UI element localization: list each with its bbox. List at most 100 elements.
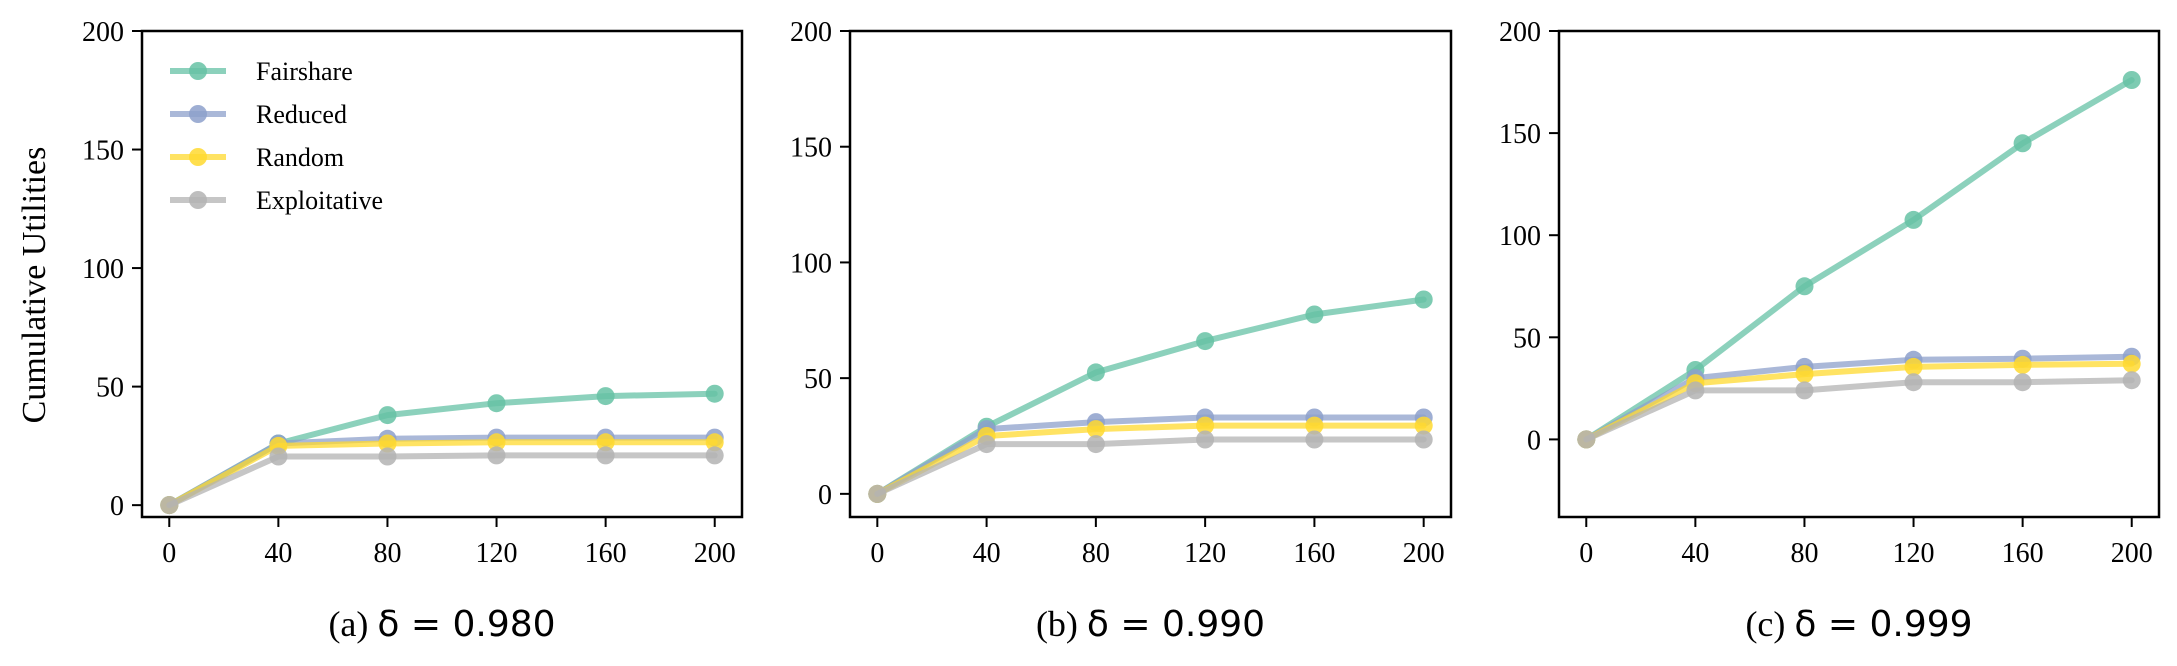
caption-math: δ = 0.999: [1794, 604, 1972, 645]
legend-label: Reduced: [256, 100, 347, 129]
y-tick-label: 200: [82, 17, 124, 48]
y-tick-label: 150: [1499, 119, 1541, 150]
subplot-caption: (c) δ = 0.999: [1745, 604, 1972, 645]
plot-frame: [848, 29, 1453, 519]
x-tick-label: 200: [694, 538, 736, 569]
series-fairshare: [160, 384, 724, 515]
series-fairshare: [868, 290, 1433, 503]
series-exploitative: [1577, 371, 2141, 449]
x-tick-label: 120: [476, 538, 518, 569]
data-point: [1305, 416, 1324, 435]
y-tick-label: 150: [82, 136, 124, 167]
series-random: [1577, 354, 2141, 449]
series-exploitative: [160, 446, 724, 515]
data-point: [596, 387, 615, 406]
legend-label: Random: [256, 143, 344, 172]
data-point: [1086, 420, 1105, 439]
x-tick-label: 40: [1681, 538, 1709, 569]
data-point: [269, 447, 288, 466]
data-point: [1904, 357, 1923, 376]
x-tick-label: 80: [1790, 538, 1818, 569]
data-point: [1196, 430, 1215, 449]
data-point: [1795, 365, 1814, 384]
data-point: [2013, 373, 2032, 392]
data-point: [1795, 381, 1814, 400]
data-point: [2013, 134, 2032, 153]
data-point: [378, 447, 397, 466]
data-point: [378, 406, 397, 425]
subplot-caption: (a) δ = 0.980: [328, 604, 555, 645]
data-point: [705, 384, 724, 403]
y-tick-label: 200: [790, 17, 832, 48]
x-tick-label: 160: [2002, 538, 2044, 569]
legend-label: Fairshare: [256, 57, 353, 86]
y-axis-label: Cumulative Utilities: [16, 147, 53, 424]
legend-marker: [189, 148, 207, 166]
data-point: [1305, 305, 1324, 324]
series-line-reduced: [1583, 353, 2135, 443]
caption-math: δ = 0.990: [1087, 604, 1265, 645]
plot-frame: [1557, 29, 2161, 519]
data-point: [977, 435, 996, 454]
series-line-random: [166, 439, 718, 509]
y-tick-label: 50: [804, 364, 832, 395]
y-tick-label: 150: [790, 133, 832, 164]
data-point: [596, 446, 615, 465]
data-point: [1196, 332, 1215, 351]
data-point: [1904, 210, 1923, 229]
legend-marker: [189, 62, 207, 80]
data-point: [1305, 430, 1324, 449]
chart-panel-3: 0 40 80 120 160 200 0 50 100 150 200 (c) δ = 0.999: [1499, 17, 2161, 645]
data-point: [487, 433, 506, 452]
x-tick-label: 120: [1184, 538, 1226, 569]
caption-prefix: (c): [1745, 604, 1794, 644]
series-line-exploitative: [1583, 377, 2135, 443]
data-point: [2122, 354, 2141, 373]
caption-prefix: (a): [328, 604, 377, 644]
y-tick-label: 0: [818, 480, 832, 511]
data-point: [487, 446, 506, 465]
data-point: [1414, 290, 1433, 309]
x-tick-label: 80: [1082, 538, 1110, 569]
x-tick-label: 0: [870, 538, 884, 569]
data-point: [1795, 277, 1814, 296]
x-tick-label: 200: [2111, 538, 2153, 569]
data-point: [596, 433, 615, 452]
y-tick-label: 200: [1499, 17, 1541, 48]
y-tick-label: 0: [110, 491, 124, 522]
series-line-fairshare: [874, 296, 1427, 497]
y-tick-label: 0: [1527, 425, 1541, 456]
series-exploitative: [868, 430, 1433, 503]
series-fairshare: [1577, 71, 2141, 449]
x-tick-label: 40: [973, 538, 1001, 569]
data-point: [1414, 430, 1433, 449]
series-line-random: [874, 422, 1427, 497]
caption-math: δ = 0.980: [377, 604, 555, 645]
series-line-fairshare: [166, 390, 718, 509]
chart-panel-1: 0 40 80 120 160 200 0 50 100 150 200 Fairshare Reduc…: [82, 17, 744, 645]
data-point: [2122, 371, 2141, 390]
data-point: [1904, 373, 1923, 392]
x-tick-label: 40: [264, 538, 292, 569]
y-tick-label: 100: [82, 254, 124, 285]
series-line-fairshare: [1583, 77, 2135, 443]
x-tick-label: 0: [162, 538, 176, 569]
data-point: [705, 446, 724, 465]
x-tick-label: 80: [373, 538, 401, 569]
data-point: [2122, 71, 2141, 89]
series-line-random: [1583, 360, 2135, 443]
data-point: [1577, 430, 1596, 449]
y-tick-label: 50: [96, 373, 124, 404]
subplot-caption: (b) δ = 0.990: [1036, 604, 1265, 645]
data-point: [2013, 355, 2032, 374]
data-point: [705, 433, 724, 452]
data-point: [487, 394, 506, 413]
data-point: [1196, 416, 1215, 435]
x-tick-label: 0: [1579, 538, 1593, 569]
chart-panel-2: 0 40 80 120 160 200 0 50 100 150 200 (b) δ = 0.990: [790, 17, 1453, 645]
data-point: [1686, 381, 1705, 400]
data-point: [160, 496, 179, 515]
x-tick-label: 200: [1403, 538, 1445, 569]
data-point: [868, 484, 887, 503]
